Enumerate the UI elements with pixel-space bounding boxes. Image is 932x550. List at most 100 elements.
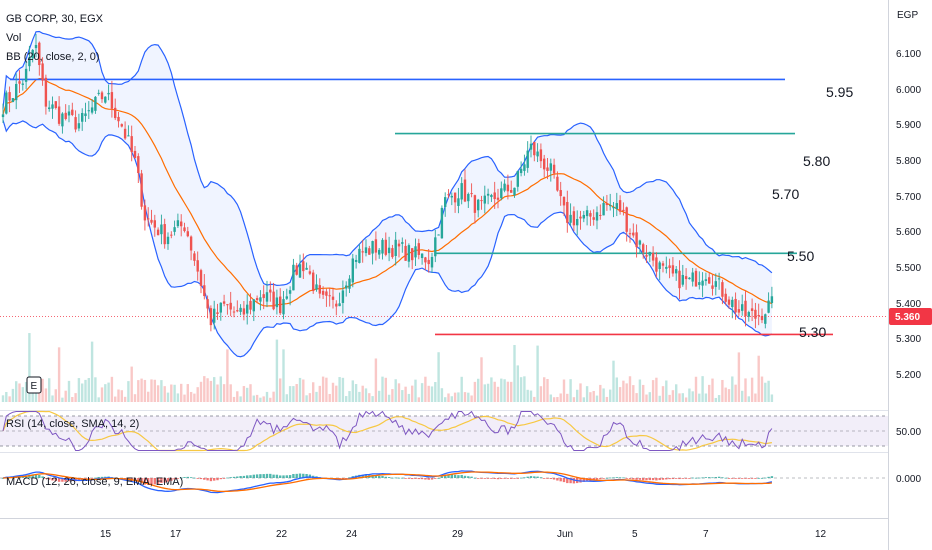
macd-tick: 0.000	[896, 474, 921, 485]
macd-histogram-bar	[411, 478, 414, 480]
rsi-legend[interactable]: RSI (14, close, SMA, 14, 2)	[6, 418, 139, 430]
volume-bar	[721, 379, 724, 402]
volume-bar	[90, 341, 94, 402]
macd-histogram-bar	[708, 477, 711, 478]
candle-body	[368, 248, 371, 255]
candle-body	[500, 188, 503, 199]
macd-histogram-bar	[262, 474, 265, 478]
candle-body	[665, 266, 668, 269]
earnings-badge[interactable]	[26, 376, 42, 394]
vol-legend[interactable]: Vol	[6, 32, 21, 44]
volume-bar	[371, 396, 374, 402]
candle-body	[147, 218, 150, 220]
volume-bar	[411, 385, 414, 402]
volume-bar	[321, 376, 325, 402]
candle-body	[259, 297, 262, 302]
candle-body	[338, 303, 341, 307]
macd-histogram-bar	[381, 475, 384, 478]
candle-body	[206, 299, 209, 309]
volume-bar	[381, 376, 384, 402]
macd-histogram-bar	[374, 475, 378, 478]
candle-body	[193, 253, 196, 261]
macd-histogram-bar	[206, 478, 209, 481]
macd-histogram-bar	[767, 476, 770, 478]
volume-bar	[546, 378, 549, 402]
macd-histogram-bar	[272, 474, 275, 478]
candle-body	[694, 270, 698, 287]
candle-body	[770, 296, 774, 304]
candle-body	[48, 107, 51, 110]
candle-body	[71, 109, 74, 115]
candle-body	[473, 195, 477, 213]
macd-histogram-bar	[579, 478, 582, 483]
macd-histogram-bar	[150, 478, 153, 485]
macd-histogram-bar	[539, 477, 543, 479]
candle-body	[97, 92, 100, 94]
candle-body	[655, 257, 658, 272]
candle-body	[698, 282, 701, 285]
candle-body	[81, 112, 84, 122]
volume-bar	[658, 395, 661, 402]
candle-body	[599, 214, 602, 216]
volume-bar	[764, 382, 767, 402]
macd-histogram-bar	[31, 474, 34, 478]
candle-body	[688, 277, 691, 280]
volume-bar	[549, 394, 552, 402]
volume-bar	[516, 365, 519, 402]
volume-bar	[665, 380, 668, 402]
symbol-title[interactable]: GB CORP, 30, EGX	[6, 13, 104, 25]
macd-histogram-bar	[602, 478, 605, 479]
macd-histogram-bar	[348, 477, 351, 479]
volume-bar	[315, 391, 318, 402]
macd-histogram-bar	[605, 477, 609, 479]
macd-histogram-bar	[447, 474, 450, 478]
macd-histogram-bar	[97, 476, 100, 478]
price-tick: 5.800	[896, 156, 921, 167]
candle-body	[642, 244, 645, 253]
candle-body	[24, 68, 28, 82]
candle-body	[272, 291, 275, 310]
volume-bar	[222, 384, 226, 402]
candle-body	[744, 300, 747, 317]
volume-bar	[97, 397, 100, 402]
volume-bar	[166, 392, 170, 402]
bb-legend[interactable]: BB (20, close, 2, 0)	[6, 51, 100, 63]
macd-histogram-bar	[661, 478, 665, 480]
candle-body	[229, 302, 232, 310]
time-label: 24	[346, 529, 358, 540]
macd-histogram-bar	[516, 478, 519, 479]
volume-bar	[513, 345, 516, 402]
candle-body	[444, 197, 447, 208]
macd-histogram-bar	[189, 477, 193, 479]
volume-bar	[133, 394, 137, 402]
volume-bar	[216, 384, 219, 402]
macd-histogram-bar	[199, 478, 203, 480]
volume-bar	[186, 384, 189, 402]
volume-bar	[457, 392, 460, 402]
volume-bar	[480, 357, 483, 402]
candle-body	[741, 304, 744, 311]
volume-bar	[612, 360, 615, 402]
candle-body	[315, 284, 318, 290]
candle-body	[589, 213, 592, 217]
volume-bar	[302, 379, 305, 402]
candle-body	[457, 198, 460, 206]
candle-body	[196, 260, 199, 272]
volume-bar	[354, 384, 358, 402]
volume-bar	[744, 378, 747, 402]
horizontal-levels	[10, 78, 833, 336]
macd-histogram-bar	[147, 478, 150, 485]
time-label: 7	[703, 529, 709, 540]
candle-body	[605, 203, 609, 206]
time-label: 22	[276, 529, 288, 540]
volume-bar	[328, 393, 331, 402]
candle-body	[552, 164, 556, 174]
macd-histogram-bar	[698, 477, 701, 479]
candle-body	[189, 236, 193, 251]
macd-histogram-bar	[186, 476, 189, 478]
volume-bar	[655, 377, 658, 402]
macd-histogram-bar	[64, 478, 67, 482]
macd-legend[interactable]: MACD (12, 26, close, 9, EMA, EMA)	[6, 476, 183, 488]
candle-body	[163, 224, 166, 245]
